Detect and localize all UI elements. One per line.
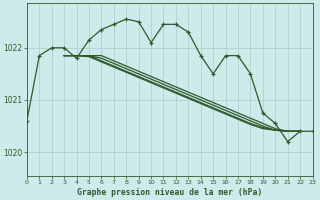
X-axis label: Graphe pression niveau de la mer (hPa): Graphe pression niveau de la mer (hPa) [77,188,262,197]
